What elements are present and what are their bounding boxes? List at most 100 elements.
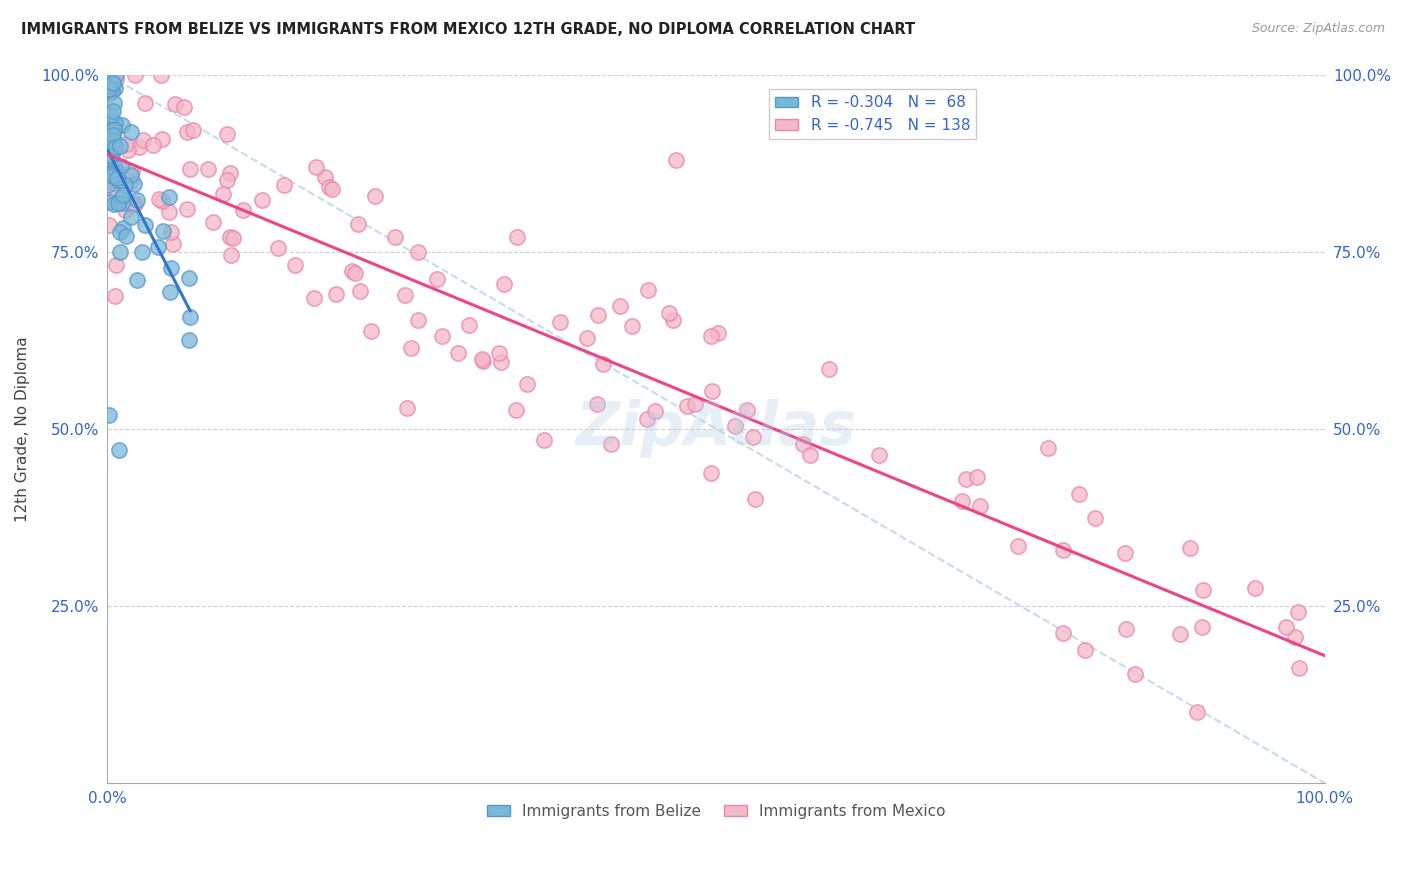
Point xyxy=(105,165,128,179)
Point xyxy=(104,161,127,176)
Point xyxy=(548,315,571,329)
Point xyxy=(159,190,181,204)
Point xyxy=(107,165,129,179)
Point xyxy=(104,140,127,154)
Point xyxy=(533,433,555,447)
Point xyxy=(492,277,515,291)
Point xyxy=(104,289,127,303)
Point xyxy=(321,182,343,196)
Point xyxy=(658,306,681,320)
Point xyxy=(347,217,370,231)
Point xyxy=(103,134,125,148)
Point xyxy=(1007,539,1029,553)
Point xyxy=(97,157,120,171)
Point xyxy=(97,113,120,128)
Point xyxy=(284,259,307,273)
Point xyxy=(97,219,120,233)
Point xyxy=(273,178,295,193)
Point xyxy=(128,139,150,153)
Point xyxy=(489,355,512,369)
Point xyxy=(609,299,631,313)
Point xyxy=(181,123,204,137)
Point xyxy=(1284,630,1306,644)
Point xyxy=(142,138,165,153)
Point xyxy=(302,291,325,305)
Point xyxy=(406,313,429,327)
Point xyxy=(1286,605,1309,619)
Point xyxy=(104,258,127,272)
Point xyxy=(799,448,821,462)
Point xyxy=(363,188,385,202)
Point xyxy=(201,215,224,229)
Point xyxy=(340,264,363,278)
Point xyxy=(1191,583,1213,598)
Point xyxy=(108,139,131,153)
Point xyxy=(1178,541,1201,555)
Point xyxy=(955,472,977,486)
Point xyxy=(152,224,174,238)
Point xyxy=(148,192,170,206)
Point xyxy=(112,220,135,235)
Point xyxy=(103,133,125,147)
Point xyxy=(134,219,156,233)
Point xyxy=(98,78,121,92)
Point xyxy=(103,159,125,173)
Text: ZipAtlas: ZipAtlas xyxy=(575,400,856,458)
Point xyxy=(97,108,120,122)
Point xyxy=(115,195,138,210)
Point xyxy=(360,324,382,338)
Point xyxy=(1073,642,1095,657)
Point xyxy=(176,125,198,139)
Point xyxy=(222,231,245,245)
Point xyxy=(219,230,242,244)
Point xyxy=(121,165,143,179)
Point xyxy=(620,318,643,333)
Point xyxy=(111,118,134,132)
Point xyxy=(120,169,142,183)
Point xyxy=(103,123,125,137)
Point xyxy=(160,225,183,239)
Point xyxy=(150,132,173,146)
Point xyxy=(232,203,254,218)
Text: Source: ZipAtlas.com: Source: ZipAtlas.com xyxy=(1251,22,1385,36)
Point xyxy=(384,229,406,244)
Point xyxy=(104,116,127,130)
Point xyxy=(215,127,238,141)
Point xyxy=(1115,622,1137,636)
Point xyxy=(131,245,153,260)
Point xyxy=(103,122,125,136)
Point xyxy=(114,136,136,151)
Point xyxy=(98,116,121,130)
Point xyxy=(120,125,142,139)
Point xyxy=(644,403,666,417)
Point xyxy=(101,76,124,90)
Point xyxy=(683,397,706,411)
Point xyxy=(103,169,125,183)
Point xyxy=(197,161,219,176)
Y-axis label: 12th Grade, No Diploma: 12th Grade, No Diploma xyxy=(15,336,30,522)
Point xyxy=(1168,627,1191,641)
Point xyxy=(107,196,129,211)
Point xyxy=(101,169,124,183)
Point xyxy=(101,171,124,186)
Legend: Immigrants from Belize, Immigrants from Mexico: Immigrants from Belize, Immigrants from … xyxy=(481,797,952,825)
Point xyxy=(506,230,529,244)
Point xyxy=(217,172,239,186)
Point xyxy=(114,203,136,218)
Point xyxy=(399,341,422,355)
Point xyxy=(124,197,146,211)
Point xyxy=(868,448,890,462)
Point xyxy=(950,494,973,508)
Point xyxy=(724,418,747,433)
Point xyxy=(97,408,120,422)
Point xyxy=(101,124,124,138)
Point xyxy=(104,72,127,87)
Point xyxy=(125,193,148,207)
Point xyxy=(1052,543,1074,558)
Point xyxy=(117,143,139,157)
Point xyxy=(101,131,124,145)
Point xyxy=(98,81,121,95)
Point xyxy=(173,100,195,114)
Point xyxy=(735,403,758,417)
Point xyxy=(122,178,145,192)
